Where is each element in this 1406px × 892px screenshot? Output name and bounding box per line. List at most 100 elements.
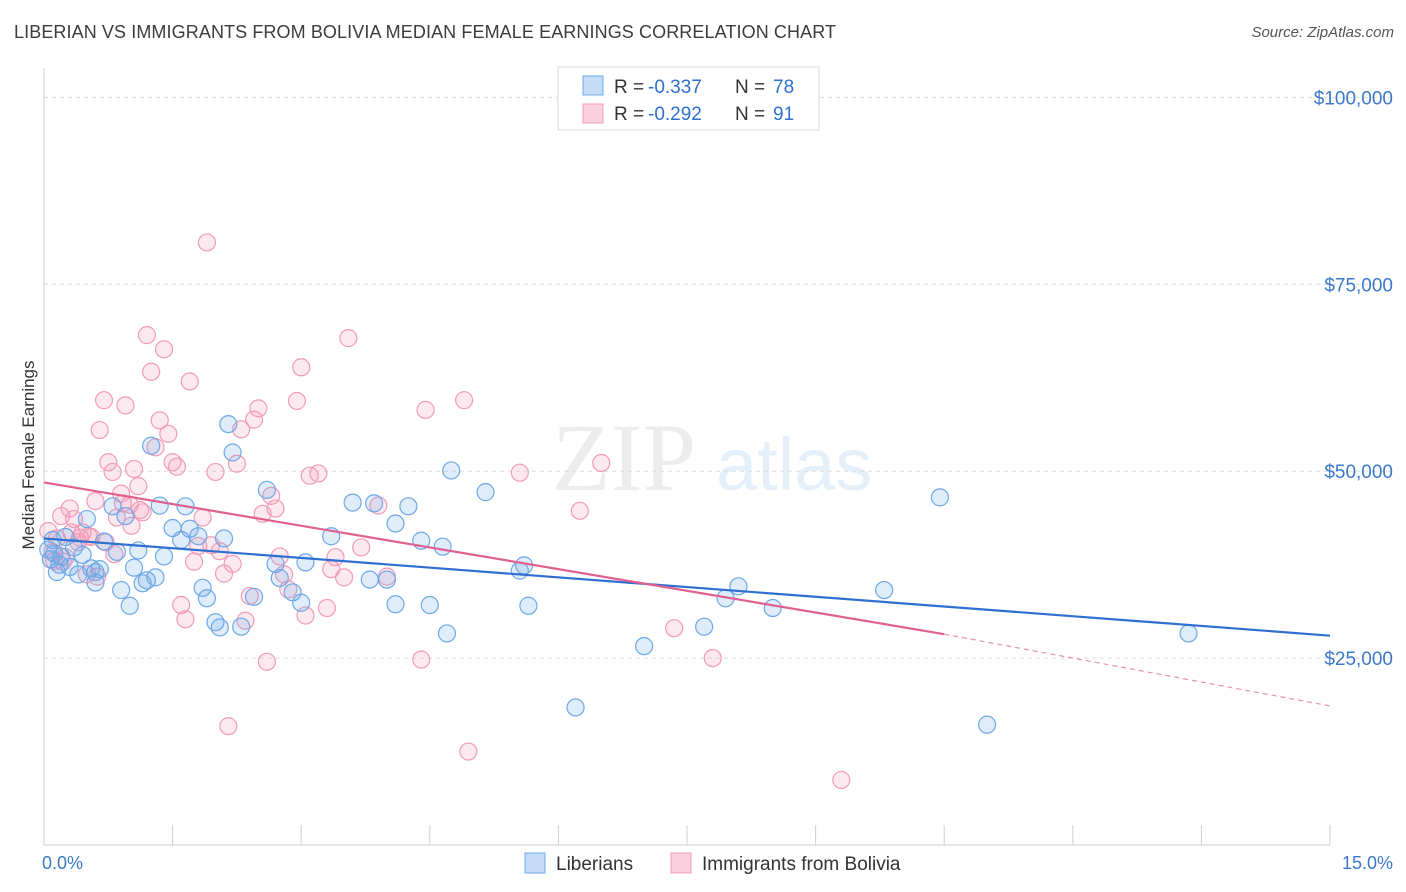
bolivia-point [287, 391, 307, 411]
liberian-point [930, 488, 950, 507]
liberian-point [257, 480, 277, 499]
legend-r-value-2: -0.292 [648, 104, 702, 125]
bolivia-point [416, 400, 435, 419]
bolivia-point [223, 554, 242, 573]
liberian-points [39, 414, 1198, 734]
bolivia-point [99, 453, 118, 472]
bolivia-point [142, 362, 161, 381]
liberian-point [73, 545, 92, 565]
liberian-point [695, 617, 714, 636]
liberian-point [433, 537, 452, 556]
y-tick-label: $75,000 [1324, 275, 1393, 296]
bolivia-point [122, 516, 141, 535]
bolivia-point [116, 396, 135, 415]
bolivia-point [510, 463, 529, 482]
liberian-point [150, 496, 169, 515]
liberian-point [112, 580, 131, 600]
liberian-point [519, 596, 538, 615]
bolivia-point [124, 459, 144, 479]
bolivia-point [703, 648, 722, 668]
series-legend: Liberians Immigrants from Bolivia [524, 852, 901, 875]
liberian-point [86, 573, 105, 592]
legend-r-value-1: -0.337 [648, 77, 702, 98]
bolivia-point [103, 462, 122, 482]
series-label-bolivia: Immigrants from Bolivia [702, 854, 901, 875]
y-tick-labels: $25,000 $50,000 $75,000 $100,000 [1314, 88, 1393, 670]
y-tick-label: $50,000 [1324, 462, 1393, 483]
bolivia-trend-extension [944, 633, 1331, 707]
bolivia-point [570, 501, 589, 520]
liberian-point [386, 514, 405, 533]
x-tick-label-min: 0.0% [42, 853, 83, 873]
liberian-point [763, 598, 782, 618]
liberian-point [124, 558, 144, 577]
liberian-point [219, 414, 238, 434]
bolivia-point [176, 610, 195, 629]
bolivia-point [206, 462, 225, 482]
liberian-point [399, 497, 418, 516]
bolivia-point [184, 552, 204, 571]
legend-swatch-pink [582, 103, 604, 124]
liberian-point [566, 698, 585, 717]
bolivia-point [159, 424, 178, 443]
x-tick-label-max: 15.0% [1342, 853, 1393, 873]
liberian-point [437, 624, 457, 643]
bolivia-point [180, 372, 199, 391]
bolivia-point [90, 420, 109, 440]
liberian-point [197, 589, 216, 608]
bolivia-point [150, 411, 169, 430]
stats-legend: R = -0.337 N = 78 R = -0.292 N = 91 [557, 66, 820, 131]
legend-n-label-2: N = [735, 104, 765, 125]
liberian-point [189, 527, 208, 546]
liberian-point [420, 595, 439, 615]
liberian-point [244, 587, 264, 606]
series-swatch-liberians [524, 852, 546, 874]
bolivia-point [266, 499, 285, 518]
liberian-point [270, 568, 289, 588]
y-tick-label: $100,000 [1314, 88, 1393, 109]
bolivia-point [309, 464, 328, 483]
liberian-point [142, 436, 161, 455]
bolivia-point [454, 391, 474, 410]
trend-lines [43, 481, 1331, 707]
liberian-point [193, 578, 212, 597]
liberian-point [214, 529, 234, 548]
liberian-point [223, 443, 242, 462]
axes [43, 68, 1331, 846]
bolivia-point [227, 454, 246, 473]
liberian-point [50, 555, 69, 574]
bolivia-point [244, 410, 264, 429]
source-credit: Source: ZipAtlas.com [1251, 24, 1394, 41]
liberian-point [107, 542, 126, 562]
watermark-zip: ZIP [552, 404, 696, 511]
legend-r-label-2: R = [614, 104, 644, 125]
bolivia-trend-line [43, 481, 945, 636]
liberian-point [442, 461, 461, 480]
liberian-point [292, 593, 311, 612]
legend-r-label-1: R = [614, 77, 644, 98]
legend-n-value-1: 78 [773, 77, 794, 98]
liberian-point [116, 506, 135, 526]
bolivia-point [832, 770, 851, 790]
bolivia-point [352, 538, 371, 557]
liberian-trend-line [43, 537, 1331, 637]
legend-n-value-2: 91 [773, 104, 794, 125]
bolivia-point [197, 233, 216, 252]
liberian-point [343, 493, 362, 512]
bolivia-point [459, 742, 478, 761]
legend-swatch-blue [582, 75, 604, 96]
bolivia-point [334, 568, 354, 587]
liberian-point [360, 570, 379, 589]
liberian-point [210, 618, 229, 637]
bolivia-point [326, 548, 345, 567]
bolivia-point [172, 595, 191, 615]
liberian-point [977, 715, 997, 734]
bolivia-point [592, 453, 611, 473]
bolivia-point [412, 650, 431, 669]
series-swatch-bolivia [670, 852, 692, 874]
liberian-point [364, 494, 384, 513]
liberian-point [154, 547, 174, 566]
liberian-point [296, 553, 315, 572]
bolivia-point [154, 340, 174, 359]
